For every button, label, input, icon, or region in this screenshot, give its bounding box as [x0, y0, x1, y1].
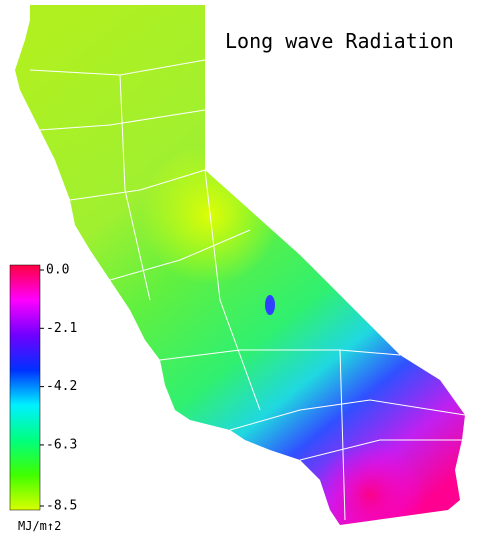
colorbar-tick-label: -2.1 — [46, 321, 77, 336]
colorbar-tick-label: -8.5 — [46, 499, 77, 514]
colorbar-unit: MJ/m↑2 — [18, 519, 61, 533]
colorbar-tick-label: 0.0 — [46, 263, 69, 278]
colorbar-tick-label: -4.2 — [46, 379, 77, 394]
california — [15, 5, 466, 525]
colorbar-tick-label: -6.3 — [46, 437, 77, 452]
yellow-region — [15, 5, 465, 525]
magenta-region — [300, 415, 465, 525]
colorbar — [9, 264, 41, 511]
lake — [265, 295, 275, 315]
map-title: Long wave Radiation — [225, 29, 454, 53]
county-lines — [29, 59, 466, 521]
